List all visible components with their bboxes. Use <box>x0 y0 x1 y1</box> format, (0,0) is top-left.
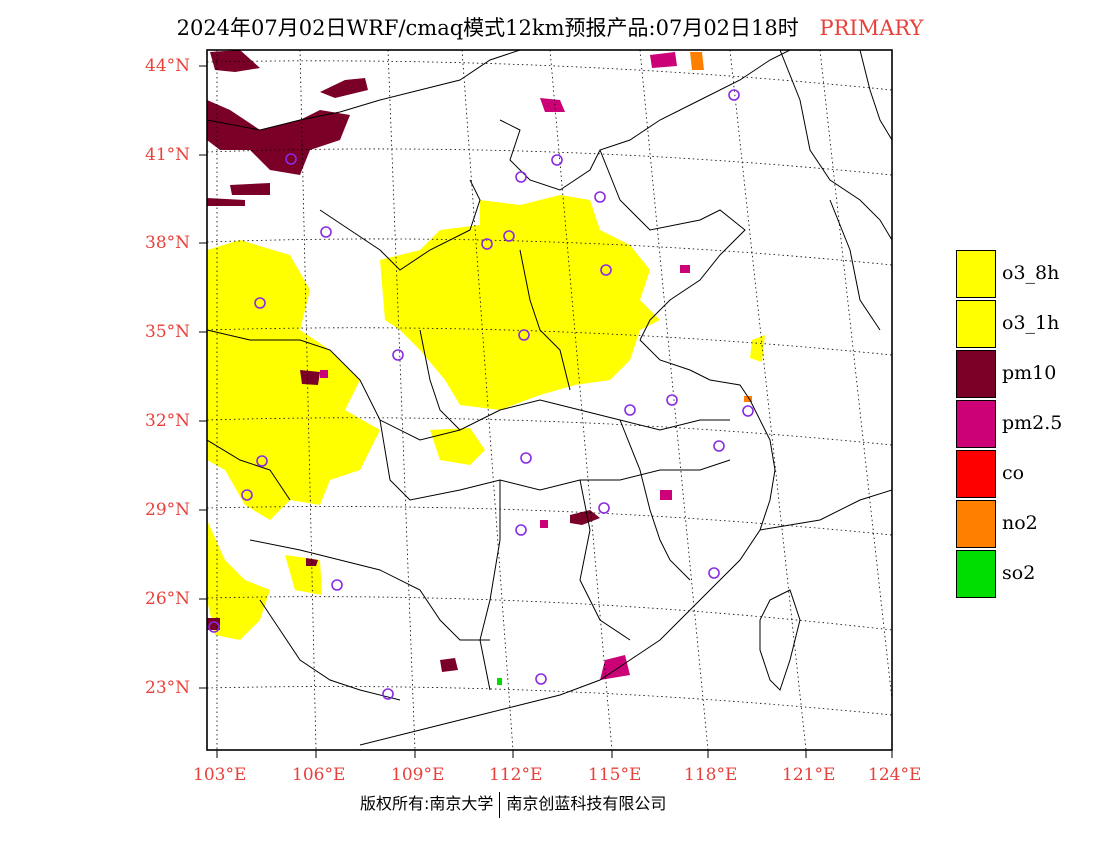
province-boundaries <box>207 50 892 746</box>
legend-swatch-o3-8h <box>956 250 996 298</box>
lon-label-124: 124°E <box>868 765 922 785</box>
lat-label-23: 23°N <box>145 678 191 698</box>
legend-swatch-pm25 <box>956 400 996 448</box>
legend-swatch-co <box>956 450 996 498</box>
lon-label-118: 118°E <box>684 765 738 785</box>
title-primary-tag: PRIMARY <box>819 16 924 40</box>
so2-exceedance-areas <box>497 678 502 685</box>
lat-label-35: 35°N <box>145 322 191 342</box>
pm10-exceedance-areas <box>207 50 600 672</box>
lat-label-32: 32°N <box>145 411 191 431</box>
map-title: 2024年07月02日WRF/cmaq模式12km预报产品:07月02日18时 … <box>0 12 1100 42</box>
lon-label-112: 112°E <box>489 765 543 785</box>
map-frame <box>206 49 893 751</box>
legend-label-so2: so2 <box>1002 562 1036 584</box>
lon-label-109: 109°E <box>391 765 445 785</box>
lon-label-121: 121°E <box>782 765 836 785</box>
lon-label-106: 106°E <box>292 765 346 785</box>
no2-exceedance-areas <box>690 52 752 402</box>
lat-label-26: 26°N <box>145 589 191 609</box>
copyright-left: 版权所有:南京大学 <box>360 794 494 813</box>
legend-label-o3-1h: o3_1h <box>1002 312 1060 334</box>
pm25-exceedance-areas <box>320 52 690 680</box>
legend-label-co: co <box>1002 462 1025 484</box>
footer-separator <box>499 791 501 818</box>
lat-label-38: 38°N <box>145 233 191 253</box>
station-markers <box>208 89 754 700</box>
legend-label-o3-8h: o3_8h <box>1002 262 1060 284</box>
lon-label-103: 103°E <box>193 765 247 785</box>
legend-swatch-pm10 <box>956 350 996 398</box>
legend-label-pm10: pm10 <box>1002 362 1057 384</box>
lat-label-44: 44°N <box>145 56 191 76</box>
lat-label-29: 29°N <box>145 500 191 520</box>
lat-label-41: 41°N <box>145 145 191 165</box>
axis-ticks <box>199 65 893 758</box>
legend-label-no2: no2 <box>1002 512 1038 534</box>
legend-swatch-o3-1h <box>956 300 996 348</box>
lon-label-115: 115°E <box>588 765 642 785</box>
legend-label-pm25: pm2.5 <box>1002 412 1063 434</box>
copyright-right: 南京创蓝科技有限公司 <box>506 794 667 813</box>
legend-swatch-no2 <box>956 500 996 548</box>
copyright-footer: 版权所有:南京大学 南京创蓝科技有限公司 <box>360 790 666 818</box>
legend-swatch-so2 <box>956 550 996 598</box>
title-main: 2024年07月02日WRF/cmaq模式12km预报产品:07月02日18时 <box>176 16 799 40</box>
